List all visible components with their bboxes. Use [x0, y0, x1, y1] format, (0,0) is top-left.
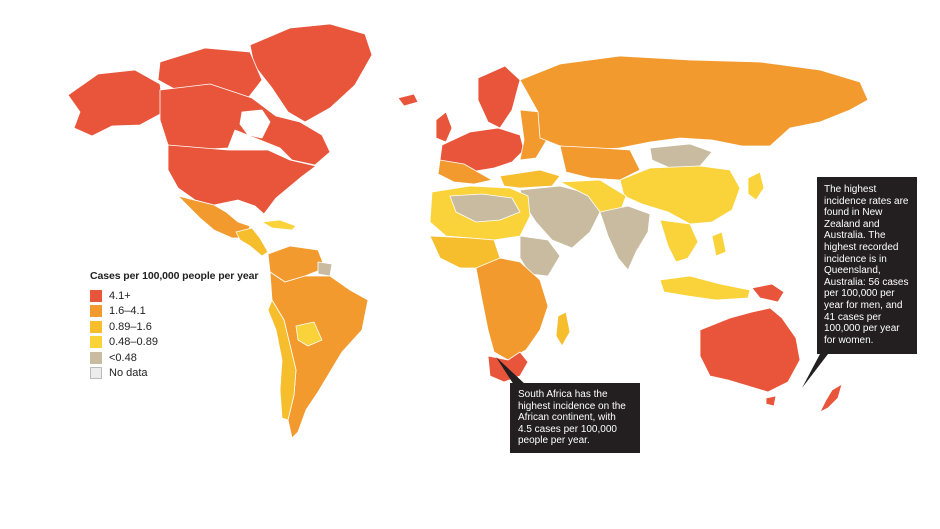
legend-item: No data: [90, 366, 258, 382]
region-madagascar: [555, 311, 571, 347]
legend-label: No data: [109, 367, 148, 380]
region-scandinavia: [477, 65, 521, 129]
legend-label: <0.48: [109, 351, 137, 364]
region-se-asia: [659, 219, 699, 263]
legend-item: 0.48–0.89: [90, 335, 258, 351]
region-central-america: [235, 227, 269, 257]
region-tasmania: [765, 395, 777, 407]
region-bolivia: [295, 321, 323, 347]
region-japan: [747, 171, 765, 201]
legend-label: 1.6–4.1: [109, 305, 146, 318]
legend-label: 0.48–0.89: [109, 336, 158, 349]
region-china: [619, 165, 741, 225]
region-southern-europe: [437, 159, 493, 185]
legend-swatch: [90, 289, 102, 302]
region-mongolia: [649, 143, 713, 169]
callout-south-africa-pointer: [496, 357, 526, 385]
region-east-africa: [519, 235, 561, 277]
legend-item: <0.48: [90, 350, 258, 366]
legend-swatch: [90, 305, 102, 318]
region-sahara: [449, 193, 521, 223]
region-uk: [435, 111, 453, 143]
region-greenland: [249, 23, 373, 123]
legend-item: 0.89–1.6: [90, 319, 258, 335]
region-central-africa: [475, 257, 549, 361]
region-philippines: [711, 231, 727, 257]
region-russia: [519, 55, 869, 151]
region-turkey: [499, 169, 561, 189]
region-iceland: [397, 93, 419, 107]
callout-australia: The highest incidence rates are found in…: [817, 177, 917, 354]
legend-swatch: [90, 320, 102, 333]
legend-label: 4.1+: [109, 289, 131, 302]
region-caribbean: [261, 219, 297, 231]
region-alaska: [67, 69, 165, 137]
region-south-america-west: [267, 299, 297, 421]
region-usa: [167, 144, 317, 215]
legend-label: 0.89–1.6: [109, 320, 152, 333]
region-guianas: [317, 261, 333, 277]
legend-swatch: [90, 367, 102, 380]
map-legend: Cases per 100,000 people per year 4.1+ 1.…: [90, 270, 258, 381]
callout-australia-pointer: [802, 354, 828, 388]
region-central-asia: [559, 145, 641, 181]
legend-title: Cases per 100,000 people per year: [90, 270, 259, 282]
region-australia: [699, 307, 801, 393]
region-new-zealand: [819, 383, 843, 413]
legend-item: 4.1+: [90, 288, 258, 304]
region-india: [599, 205, 651, 271]
callout-south-africa: South Africa has the highest incidence o…: [510, 383, 640, 453]
legend-item: 1.6–4.1: [90, 304, 258, 320]
legend-swatch: [90, 336, 102, 349]
legend-swatch: [90, 351, 102, 364]
region-indonesia: [659, 275, 751, 301]
region-papua: [751, 283, 785, 303]
region-hudson-bay: [239, 109, 271, 139]
